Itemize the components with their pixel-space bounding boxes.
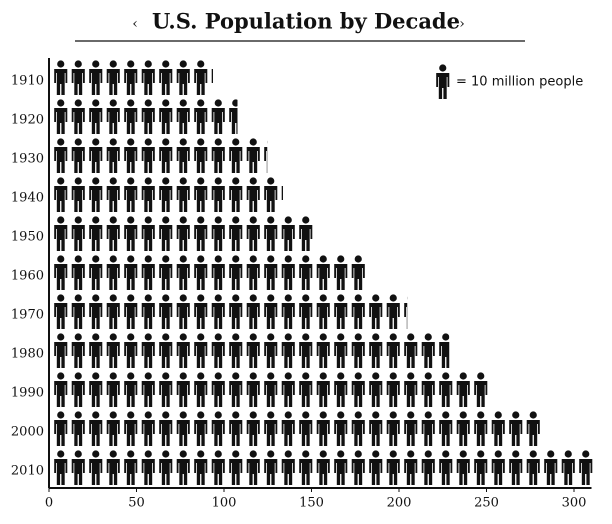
bar bbox=[52, 333, 449, 369]
bar-group bbox=[52, 450, 593, 486]
y-tick-label: 1950 bbox=[11, 230, 44, 245]
y-tick-label: 1930 bbox=[11, 152, 44, 167]
x-tick-label: 150 bbox=[299, 496, 324, 511]
person-icon bbox=[544, 411, 557, 446]
y-tick-label: 1940 bbox=[11, 191, 44, 206]
person-icon bbox=[281, 177, 283, 212]
bar bbox=[52, 99, 238, 135]
bar-group bbox=[52, 138, 268, 174]
bar-group bbox=[52, 372, 488, 408]
bar bbox=[52, 216, 316, 252]
y-tick-label: 1960 bbox=[11, 269, 44, 284]
bar-group bbox=[52, 294, 408, 330]
x-tick-label: 100 bbox=[212, 496, 237, 511]
x-tick-label: 200 bbox=[387, 496, 412, 511]
bar bbox=[52, 255, 365, 291]
bar-group bbox=[52, 99, 238, 135]
bar bbox=[52, 60, 213, 96]
bar bbox=[52, 411, 544, 447]
y-tick-label: 1920 bbox=[11, 113, 44, 128]
bar-group bbox=[52, 333, 450, 369]
x-tick-label: 250 bbox=[474, 496, 499, 511]
bar bbox=[52, 294, 407, 330]
legend-icon bbox=[436, 64, 450, 99]
x-tick-label: 300 bbox=[562, 496, 587, 511]
bar bbox=[52, 450, 593, 486]
y-tick-label: 1990 bbox=[11, 386, 44, 401]
person-icon bbox=[211, 60, 213, 95]
person-icon bbox=[317, 216, 330, 251]
bar-group bbox=[52, 255, 365, 291]
bar-group bbox=[52, 411, 557, 447]
y-tick-label: 1970 bbox=[11, 308, 44, 323]
title-ornament: › bbox=[459, 16, 465, 32]
y-tick-label: 1910 bbox=[11, 74, 44, 89]
x-tick-label: 50 bbox=[128, 496, 145, 511]
y-tick-label: 1980 bbox=[11, 347, 44, 362]
bar-group bbox=[52, 177, 283, 213]
bar bbox=[52, 372, 488, 408]
y-tick-label: 2000 bbox=[11, 425, 44, 440]
title-ornament: ‹ bbox=[132, 16, 138, 32]
x-tick-label: 0 bbox=[45, 496, 53, 511]
bar bbox=[52, 177, 283, 213]
chart-title: U.S. Population by Decade bbox=[152, 9, 460, 34]
bar bbox=[52, 138, 267, 174]
legend-label: = 10 million people bbox=[456, 75, 583, 90]
bar-group bbox=[52, 216, 330, 252]
bar-group bbox=[52, 60, 213, 96]
y-tick-label: 2010 bbox=[11, 464, 44, 479]
